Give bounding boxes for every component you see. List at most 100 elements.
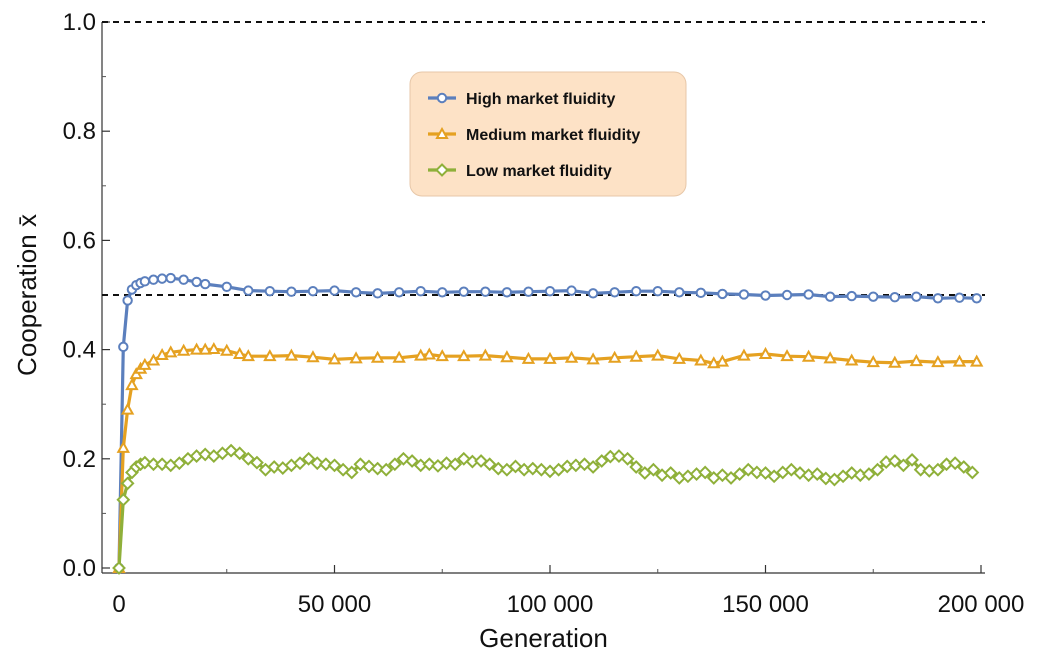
data-point <box>264 285 276 297</box>
data-point <box>952 354 967 367</box>
data-point <box>870 462 885 477</box>
data-point <box>931 355 945 368</box>
data-point <box>318 457 333 472</box>
data-point <box>437 287 448 298</box>
data-point <box>250 455 264 470</box>
data-point <box>164 345 178 358</box>
data-point <box>112 561 126 575</box>
data-point <box>651 348 665 361</box>
data-point <box>232 346 247 359</box>
x-tick-label: 50 000 <box>298 591 371 618</box>
data-point <box>523 286 534 297</box>
data-point <box>801 349 816 362</box>
data-point <box>156 273 168 284</box>
data-point <box>435 349 449 362</box>
data-point <box>543 351 557 364</box>
data-point <box>749 465 764 480</box>
y-axis-label: Cooperation x̄ <box>12 214 42 376</box>
data-point <box>889 291 900 303</box>
data-point <box>738 289 750 300</box>
data-point <box>350 287 362 298</box>
legend-entry: Medium market fluidity <box>428 126 640 144</box>
data-point <box>629 460 644 474</box>
data-point <box>138 357 152 370</box>
data-point <box>652 285 663 297</box>
data-point <box>306 350 320 363</box>
data-point <box>392 350 406 363</box>
data-point <box>482 457 497 472</box>
data-point <box>155 457 170 472</box>
y-tick-label: 0.8 <box>63 118 96 145</box>
data-point <box>758 346 773 359</box>
series-line <box>117 276 977 569</box>
y-tick-label: 0.4 <box>63 337 96 364</box>
data-point <box>586 460 601 474</box>
data-point <box>965 465 980 480</box>
x-tick-label: 200 000 <box>938 591 1025 618</box>
data-point <box>913 462 928 477</box>
data-point <box>717 288 728 300</box>
data-point <box>846 290 857 302</box>
data-point <box>293 456 307 471</box>
data-point <box>148 274 159 285</box>
data-point <box>243 285 254 296</box>
data-point <box>672 351 686 364</box>
data-point <box>172 456 187 471</box>
legend-entry: Low market fluidity <box>428 163 612 180</box>
data-point <box>971 293 982 304</box>
data-point <box>198 447 213 462</box>
data-point <box>480 286 491 297</box>
data-point <box>803 289 814 300</box>
data-point <box>707 356 721 369</box>
data-point <box>564 350 579 363</box>
data-point <box>823 351 837 364</box>
data-point <box>422 347 437 360</box>
data-point <box>198 342 212 355</box>
data-point <box>948 456 963 471</box>
data-point <box>818 471 833 486</box>
data-point <box>122 295 133 306</box>
data-point <box>911 291 922 302</box>
data-point <box>932 293 944 304</box>
x-tick-label: 0 <box>112 591 125 618</box>
data-point <box>780 349 794 362</box>
data-point <box>866 355 880 368</box>
series-circle <box>113 272 982 574</box>
data-point <box>674 287 685 298</box>
data-point <box>241 451 256 466</box>
x-axis-label: Generation <box>479 623 608 653</box>
data-point <box>327 352 342 365</box>
data-point <box>189 342 204 355</box>
data-point <box>724 470 738 485</box>
data-point <box>956 460 971 474</box>
data-point <box>534 462 549 477</box>
data-point <box>387 457 402 472</box>
x-tick-label: 150 000 <box>722 591 809 618</box>
data-point <box>525 461 540 476</box>
data-point <box>191 276 202 288</box>
data-point <box>116 492 131 507</box>
data-point <box>370 461 385 476</box>
data-point <box>263 349 277 362</box>
data-point <box>457 349 471 362</box>
data-point <box>120 402 135 415</box>
data-point <box>969 354 984 367</box>
data-point <box>478 348 493 361</box>
data-point <box>646 462 661 477</box>
data-point <box>120 476 135 491</box>
data-point <box>695 287 707 299</box>
y-tick-label: 0.0 <box>63 555 96 582</box>
data-point <box>862 467 876 482</box>
data-point <box>909 354 924 367</box>
data-point <box>405 454 419 468</box>
data-point <box>629 349 643 362</box>
data-point <box>767 469 782 484</box>
data-point <box>116 440 131 453</box>
data-point <box>422 457 437 472</box>
data-point <box>415 285 426 297</box>
legend-entry: High market fluidity <box>428 91 615 108</box>
data-point <box>125 378 139 391</box>
data-point <box>737 348 751 361</box>
data-point <box>349 351 363 364</box>
series-layer <box>112 272 984 575</box>
